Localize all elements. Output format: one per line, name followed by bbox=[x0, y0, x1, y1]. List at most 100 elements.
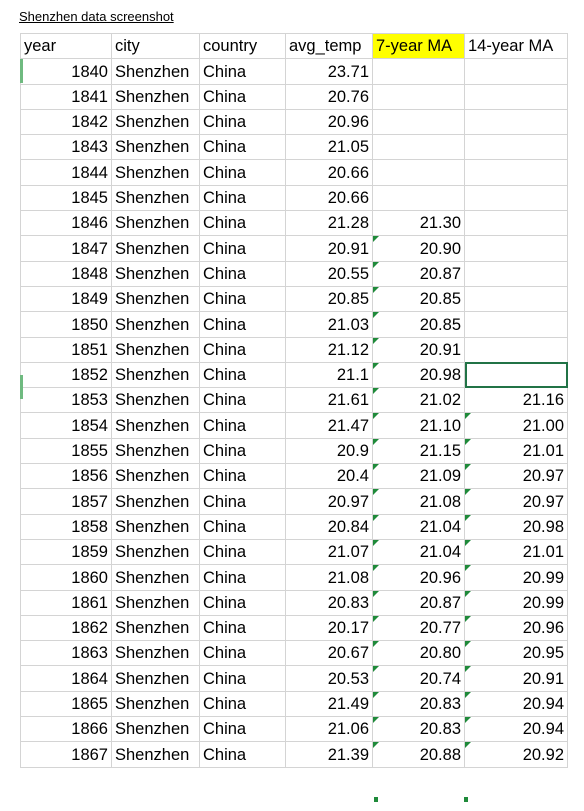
cell-avg-temp[interactable]: 21.06 bbox=[285, 716, 373, 743]
cell-year[interactable]: 1864 bbox=[20, 665, 112, 692]
cell-city[interactable]: Shenzhen bbox=[111, 640, 200, 667]
cell-country[interactable]: China bbox=[199, 691, 286, 718]
cell-7-year-ma[interactable]: 20.85 bbox=[372, 311, 465, 338]
cell-country[interactable]: China bbox=[199, 261, 286, 287]
cell-country[interactable]: China bbox=[199, 590, 286, 616]
cell-7-year-ma[interactable]: 20.87 bbox=[372, 590, 465, 616]
cell-14-year-ma[interactable] bbox=[464, 58, 568, 85]
header-year[interactable]: year bbox=[20, 32, 112, 60]
cell-city[interactable]: Shenzhen bbox=[111, 58, 200, 85]
cell-city[interactable]: Shenzhen bbox=[111, 488, 200, 515]
cell-year[interactable]: 1846 bbox=[20, 210, 112, 237]
cell-14-year-ma[interactable]: 21.16 bbox=[464, 387, 568, 414]
cell-7-year-ma[interactable]: 20.87 bbox=[372, 261, 465, 287]
cell-country[interactable]: China bbox=[199, 311, 286, 338]
cell-avg-temp[interactable]: 21.1 bbox=[285, 362, 373, 389]
cell-7-year-ma[interactable]: 21.09 bbox=[372, 463, 465, 490]
cell-year[interactable]: 1859 bbox=[20, 539, 112, 566]
cell-city[interactable]: Shenzhen bbox=[111, 665, 200, 692]
cell-avg-temp[interactable]: 20.97 bbox=[285, 488, 373, 515]
cell-14-year-ma[interactable]: 20.99 bbox=[464, 564, 568, 591]
cell-year[interactable]: 1844 bbox=[20, 159, 112, 186]
cell-avg-temp[interactable]: 20.83 bbox=[285, 590, 373, 616]
cell-country[interactable]: China bbox=[199, 210, 286, 237]
cell-14-year-ma[interactable]: 20.97 bbox=[464, 488, 568, 515]
cell-year[interactable]: 1857 bbox=[20, 488, 112, 515]
cell-14-year-ma[interactable]: 20.97 bbox=[464, 463, 568, 490]
cell-7-year-ma[interactable]: 20.77 bbox=[372, 615, 465, 642]
cell-city[interactable]: Shenzhen bbox=[111, 235, 200, 262]
cell-avg-temp[interactable]: 20.53 bbox=[285, 665, 373, 692]
cell-14-year-ma[interactable]: 20.99 bbox=[464, 590, 568, 616]
cell-7-year-ma[interactable]: 20.88 bbox=[372, 741, 465, 768]
cell-7-year-ma[interactable] bbox=[372, 58, 465, 85]
cell-7-year-ma[interactable]: 21.15 bbox=[372, 438, 465, 465]
cell-year[interactable]: 1854 bbox=[20, 412, 112, 439]
cell-year[interactable]: 1862 bbox=[20, 615, 112, 642]
cell-year[interactable]: 1865 bbox=[20, 691, 112, 718]
cell-city[interactable]: Shenzhen bbox=[111, 109, 200, 136]
cell-city[interactable]: Shenzhen bbox=[111, 185, 200, 212]
cell-city[interactable]: Shenzhen bbox=[111, 311, 200, 338]
cell-7-year-ma[interactable]: 21.08 bbox=[372, 488, 465, 515]
cell-country[interactable]: China bbox=[199, 286, 286, 313]
cell-avg-temp[interactable]: 20.4 bbox=[285, 463, 373, 490]
cell-7-year-ma[interactable]: 20.83 bbox=[372, 691, 465, 718]
cell-country[interactable]: China bbox=[199, 741, 286, 768]
cell-city[interactable]: Shenzhen bbox=[111, 84, 200, 110]
cell-city[interactable]: Shenzhen bbox=[111, 412, 200, 439]
cell-14-year-ma[interactable] bbox=[464, 134, 568, 161]
cell-avg-temp[interactable]: 21.39 bbox=[285, 741, 373, 768]
cell-avg-temp[interactable]: 20.66 bbox=[285, 159, 373, 186]
cell-year[interactable]: 1843 bbox=[20, 134, 112, 161]
cell-country[interactable]: China bbox=[199, 84, 286, 110]
cell-avg-temp[interactable]: 20.85 bbox=[285, 286, 373, 313]
cell-city[interactable]: Shenzhen bbox=[111, 159, 200, 186]
cell-7-year-ma[interactable] bbox=[372, 159, 465, 186]
cell-country[interactable]: China bbox=[199, 159, 286, 186]
header-14-year-ma[interactable]: 14-year MA bbox=[464, 32, 568, 60]
cell-avg-temp[interactable]: 20.84 bbox=[285, 514, 373, 540]
cell-avg-temp[interactable]: 21.03 bbox=[285, 311, 373, 338]
cell-city[interactable]: Shenzhen bbox=[111, 691, 200, 718]
cell-14-year-ma[interactable]: 20.95 bbox=[464, 640, 568, 667]
cell-year[interactable]: 1852 bbox=[20, 362, 112, 389]
cell-avg-temp[interactable]: 20.67 bbox=[285, 640, 373, 667]
cell-country[interactable]: China bbox=[199, 514, 286, 540]
cell-year[interactable]: 1866 bbox=[20, 716, 112, 743]
cell-city[interactable]: Shenzhen bbox=[111, 514, 200, 540]
cell-7-year-ma[interactable]: 21.04 bbox=[372, 514, 465, 540]
cell-avg-temp[interactable]: 21.28 bbox=[285, 210, 373, 237]
cell-city[interactable]: Shenzhen bbox=[111, 337, 200, 363]
cell-avg-temp[interactable]: 20.91 bbox=[285, 235, 373, 262]
cell-avg-temp[interactable]: 21.07 bbox=[285, 539, 373, 566]
cell-avg-temp[interactable]: 20.55 bbox=[285, 261, 373, 287]
cell-city[interactable]: Shenzhen bbox=[111, 210, 200, 237]
cell-year[interactable]: 1856 bbox=[20, 463, 112, 490]
cell-avg-temp[interactable]: 21.05 bbox=[285, 134, 373, 161]
cell-7-year-ma[interactable] bbox=[372, 185, 465, 212]
cell-14-year-ma[interactable] bbox=[464, 210, 568, 237]
cell-country[interactable]: China bbox=[199, 564, 286, 591]
cell-city[interactable]: Shenzhen bbox=[111, 716, 200, 743]
cell-city[interactable]: Shenzhen bbox=[111, 261, 200, 287]
cell-7-year-ma[interactable] bbox=[372, 84, 465, 110]
cell-14-year-ma[interactable] bbox=[464, 185, 568, 212]
cell-7-year-ma[interactable]: 21.02 bbox=[372, 387, 465, 414]
cell-country[interactable]: China bbox=[199, 134, 286, 161]
cell-7-year-ma[interactable]: 20.90 bbox=[372, 235, 465, 262]
cell-year[interactable]: 1855 bbox=[20, 438, 112, 465]
cell-14-year-ma[interactable]: 20.94 bbox=[464, 691, 568, 718]
cell-year[interactable]: 1845 bbox=[20, 185, 112, 212]
cell-14-year-ma[interactable]: 21.01 bbox=[464, 438, 568, 465]
cell-14-year-ma[interactable]: 21.01 bbox=[464, 539, 568, 566]
cell-year[interactable]: 1863 bbox=[20, 640, 112, 667]
cell-year[interactable]: 1848 bbox=[20, 261, 112, 287]
cell-avg-temp[interactable]: 21.08 bbox=[285, 564, 373, 591]
cell-14-year-ma[interactable]: 20.98 bbox=[464, 514, 568, 540]
cell-avg-temp[interactable]: 23.71 bbox=[285, 58, 373, 85]
cell-14-year-ma[interactable]: 20.91 bbox=[464, 665, 568, 692]
cell-14-year-ma[interactable] bbox=[464, 337, 568, 363]
cell-country[interactable]: China bbox=[199, 716, 286, 743]
cell-14-year-ma[interactable] bbox=[464, 235, 568, 262]
